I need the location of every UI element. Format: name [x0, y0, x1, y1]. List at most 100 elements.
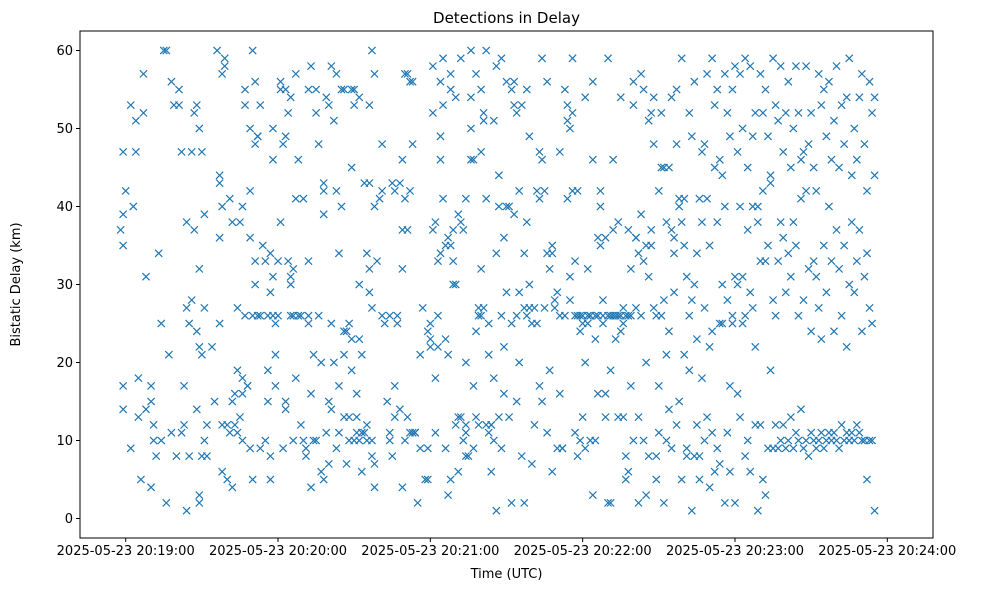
- data-point: [119, 381, 128, 390]
- data-point: [642, 358, 651, 367]
- data-point: [385, 428, 394, 437]
- data-point: [553, 288, 562, 297]
- data-point: [609, 225, 618, 234]
- data-point: [510, 77, 519, 86]
- data-point: [187, 296, 196, 305]
- data-point: [738, 319, 747, 328]
- data-point: [802, 186, 811, 195]
- data-point: [195, 498, 204, 507]
- y-tick-label: 10: [56, 434, 73, 449]
- data-point: [474, 311, 483, 320]
- data-point: [563, 194, 572, 203]
- data-point: [207, 342, 217, 351]
- data-point: [515, 186, 524, 195]
- data-point: [662, 350, 671, 359]
- data-point: [565, 272, 574, 281]
- data-point: [329, 116, 338, 125]
- data-point: [347, 366, 356, 375]
- data-point: [177, 428, 186, 437]
- data-point: [289, 436, 298, 445]
- data-point: [786, 272, 795, 281]
- data-point: [601, 389, 610, 398]
- data-point: [248, 475, 257, 484]
- data-point: [385, 436, 394, 445]
- data-point: [304, 257, 313, 266]
- data-point: [743, 163, 752, 172]
- data-point: [624, 311, 633, 320]
- data-point: [812, 272, 821, 281]
- data-point: [408, 428, 417, 437]
- data-point: [837, 311, 846, 320]
- y-tick-label: 30: [56, 278, 73, 293]
- data-point: [482, 194, 491, 203]
- data-point: [606, 498, 615, 507]
- data-point: [634, 498, 643, 507]
- data-point: [593, 233, 602, 242]
- data-point: [725, 467, 734, 476]
- data-point: [583, 319, 592, 328]
- data-point: [847, 428, 856, 437]
- data-point: [233, 366, 242, 375]
- data-point: [857, 436, 866, 445]
- data-point: [672, 140, 681, 149]
- data-point: [482, 46, 491, 55]
- data-point: [819, 85, 828, 94]
- data-point: [550, 303, 559, 312]
- data-point: [619, 413, 628, 422]
- data-point: [657, 311, 666, 320]
- data-point: [695, 452, 704, 461]
- data-point: [847, 171, 856, 180]
- data-point: [832, 62, 841, 71]
- data-point: [147, 483, 156, 492]
- data-point: [840, 140, 849, 149]
- data-point: [271, 381, 280, 390]
- data-point: [685, 366, 694, 375]
- data-point: [200, 436, 209, 445]
- data-point: [700, 140, 709, 149]
- data-point: [728, 85, 737, 94]
- data-point: [431, 428, 440, 437]
- data-point: [390, 186, 399, 195]
- data-point: [794, 311, 803, 320]
- data-point: [182, 506, 191, 515]
- data-point: [835, 444, 844, 453]
- data-point: [238, 436, 247, 445]
- data-point: [197, 350, 206, 359]
- data-point: [560, 85, 569, 94]
- data-point: [304, 319, 313, 328]
- data-point: [723, 296, 732, 305]
- data-point: [588, 77, 597, 86]
- data-point: [451, 280, 460, 289]
- data-point: [868, 436, 877, 445]
- data-point: [568, 54, 577, 63]
- data-point: [477, 85, 486, 94]
- data-point: [456, 413, 465, 422]
- data-point: [850, 436, 859, 445]
- data-point: [512, 397, 521, 406]
- data-point: [807, 108, 816, 117]
- data-point: [266, 249, 275, 258]
- data-point: [680, 241, 689, 250]
- data-point: [304, 311, 313, 320]
- data-point: [119, 241, 128, 250]
- data-point: [695, 194, 704, 203]
- data-point: [733, 280, 742, 289]
- data-point: [736, 202, 745, 211]
- data-point: [718, 280, 727, 289]
- data-point: [246, 186, 255, 195]
- data-point: [819, 444, 828, 453]
- data-point: [273, 257, 283, 266]
- data-point: [543, 77, 552, 86]
- data-point: [337, 202, 346, 211]
- data-point: [400, 194, 409, 203]
- data-point: [334, 249, 343, 258]
- data-point: [819, 241, 828, 250]
- data-point: [647, 225, 656, 234]
- data-point: [505, 413, 514, 422]
- data-point: [850, 288, 859, 297]
- data-point: [342, 327, 351, 336]
- data-point: [423, 444, 432, 453]
- data-point: [423, 327, 432, 336]
- data-point: [649, 303, 658, 312]
- data-point: [718, 171, 727, 180]
